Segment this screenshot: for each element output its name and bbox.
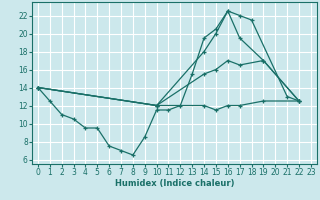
X-axis label: Humidex (Indice chaleur): Humidex (Indice chaleur) [115,179,234,188]
